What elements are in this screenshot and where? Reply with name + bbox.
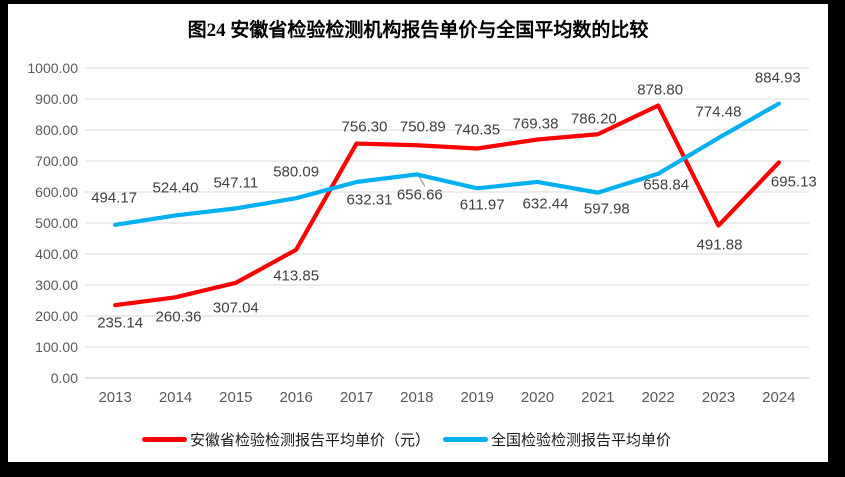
series-line-national xyxy=(113,101,781,227)
legend-swatch-national-line xyxy=(443,436,489,442)
legend-swatch-anhui-line xyxy=(142,436,187,442)
chart-title: 图24 安徽省检验检测机构报告单价与全国平均数的比较 xyxy=(187,20,649,41)
legend-label-national: 全国检验检测报告平均单价 xyxy=(491,431,672,449)
legend: 安徽省检验检测报告平均单价（元） 全国检验检测报告平均单价 xyxy=(142,430,672,449)
legend-label-anhui: 安徽省检验检测报告平均单价（元） xyxy=(190,431,431,449)
series-line-anhui xyxy=(113,103,781,308)
